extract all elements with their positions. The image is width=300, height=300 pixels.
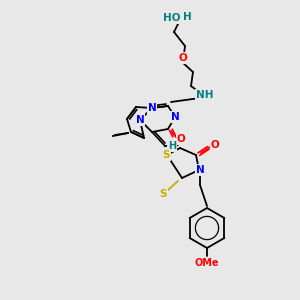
Text: NH: NH [196, 90, 214, 100]
Text: H: H [183, 12, 191, 22]
Text: O: O [211, 140, 219, 150]
Text: S: S [159, 189, 167, 199]
Text: HO: HO [164, 13, 181, 23]
Text: S: S [162, 150, 170, 160]
Text: N: N [196, 165, 204, 175]
Text: H: H [168, 141, 176, 151]
Text: O: O [172, 13, 180, 23]
Text: N: N [171, 112, 179, 122]
Text: N: N [148, 103, 156, 113]
Text: OMe: OMe [195, 258, 219, 268]
Text: O: O [178, 53, 188, 63]
Text: O: O [177, 134, 185, 144]
Text: N: N [136, 115, 144, 125]
